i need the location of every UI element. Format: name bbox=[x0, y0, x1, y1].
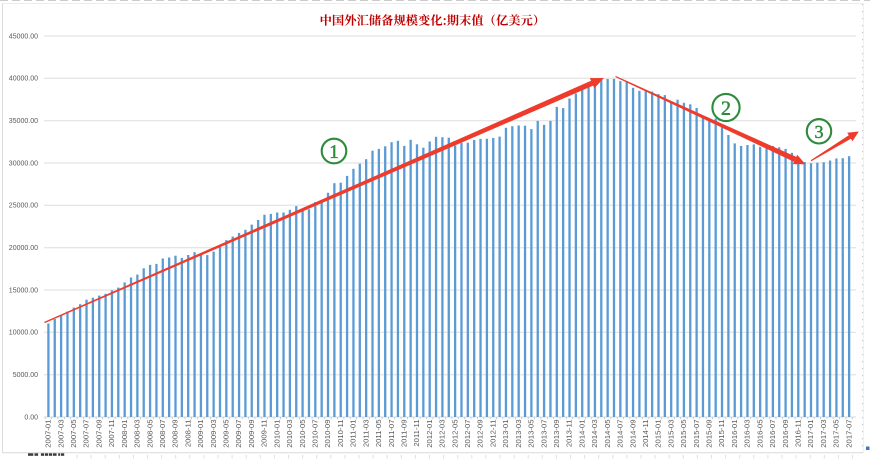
svg-text:2009-11: 2009-11 bbox=[260, 420, 269, 448]
svg-text:2014-05: 2014-05 bbox=[603, 420, 612, 448]
svg-text:2013-03: 2013-03 bbox=[514, 420, 523, 448]
svg-text:2007-01: 2007-01 bbox=[44, 420, 53, 448]
svg-text:2007-03: 2007-03 bbox=[56, 420, 65, 448]
svg-text:40000.00: 40000.00 bbox=[9, 76, 38, 83]
svg-text:2010-03: 2010-03 bbox=[285, 420, 294, 448]
svg-text:2008-05: 2008-05 bbox=[145, 420, 154, 448]
svg-text:2016-05: 2016-05 bbox=[755, 420, 764, 448]
svg-text:2017-01: 2017-01 bbox=[806, 420, 815, 448]
svg-text:2008-07: 2008-07 bbox=[158, 420, 167, 448]
svg-text:2015-11: 2015-11 bbox=[717, 420, 726, 448]
svg-text:2009-09: 2009-09 bbox=[247, 420, 256, 448]
svg-text:2017-03: 2017-03 bbox=[819, 420, 828, 448]
svg-text:2012-09: 2012-09 bbox=[476, 420, 485, 448]
svg-text:2010-05: 2010-05 bbox=[298, 420, 307, 448]
svg-text:2009-07: 2009-07 bbox=[234, 420, 243, 448]
svg-text:2015-09: 2015-09 bbox=[705, 420, 714, 448]
svg-text:2012-01: 2012-01 bbox=[425, 420, 434, 448]
svg-text:2013-09: 2013-09 bbox=[552, 420, 561, 448]
svg-text:2010-11: 2010-11 bbox=[336, 420, 345, 448]
svg-text:2011-03: 2011-03 bbox=[361, 420, 370, 448]
svg-text:45000.00: 45000.00 bbox=[9, 33, 38, 40]
svg-text:2011-11: 2011-11 bbox=[412, 420, 421, 447]
svg-text:2008-03: 2008-03 bbox=[133, 420, 142, 448]
svg-text:5000.00: 5000.00 bbox=[13, 372, 38, 379]
svg-text:2012-03: 2012-03 bbox=[438, 420, 447, 448]
svg-text:10000.00: 10000.00 bbox=[9, 330, 38, 337]
svg-text:2017-07: 2017-07 bbox=[844, 420, 853, 448]
svg-text:2007-11: 2007-11 bbox=[107, 420, 116, 448]
svg-text:2007-07: 2007-07 bbox=[82, 420, 91, 448]
svg-text:2016-03: 2016-03 bbox=[743, 420, 752, 448]
svg-text:2015-03: 2015-03 bbox=[666, 420, 675, 448]
svg-text:2011-07: 2011-07 bbox=[387, 420, 396, 448]
svg-text:2016-07: 2016-07 bbox=[768, 420, 777, 448]
svg-text:2012-07: 2012-07 bbox=[463, 420, 472, 448]
svg-text:2009-01: 2009-01 bbox=[196, 420, 205, 448]
svg-text:2010-07: 2010-07 bbox=[311, 420, 320, 448]
svg-text:2007-05: 2007-05 bbox=[69, 420, 78, 448]
svg-text:2016-11: 2016-11 bbox=[794, 420, 803, 448]
svg-text:2014-01: 2014-01 bbox=[577, 420, 586, 448]
svg-text:0.00: 0.00 bbox=[24, 414, 38, 421]
svg-text:30000.00: 30000.00 bbox=[9, 160, 38, 167]
svg-text:2009-03: 2009-03 bbox=[209, 420, 218, 448]
svg-text:2012-11: 2012-11 bbox=[488, 420, 497, 448]
svg-text:2017-05: 2017-05 bbox=[832, 420, 841, 448]
svg-text:2012-05: 2012-05 bbox=[450, 420, 459, 448]
svg-text:2015-07: 2015-07 bbox=[692, 420, 701, 448]
svg-text:2013-01: 2013-01 bbox=[501, 420, 510, 448]
svg-text:25000.00: 25000.00 bbox=[9, 203, 38, 210]
svg-text:2016-01: 2016-01 bbox=[730, 420, 739, 448]
svg-text:2015-05: 2015-05 bbox=[679, 420, 688, 448]
svg-text:2009-05: 2009-05 bbox=[222, 420, 231, 448]
svg-text:2010-09: 2010-09 bbox=[323, 420, 332, 448]
svg-text:2008-01: 2008-01 bbox=[120, 420, 129, 448]
svg-text:2015-01: 2015-01 bbox=[654, 420, 663, 448]
svg-text:2008-11: 2008-11 bbox=[183, 420, 192, 448]
svg-text:2014-03: 2014-03 bbox=[590, 420, 599, 448]
svg-text:2011-01: 2011-01 bbox=[349, 420, 358, 448]
svg-text:35000.00: 35000.00 bbox=[9, 118, 38, 125]
svg-text:2014-09: 2014-09 bbox=[628, 420, 637, 448]
svg-text:2010-01: 2010-01 bbox=[272, 420, 281, 448]
svg-text:15000.00: 15000.00 bbox=[9, 287, 38, 294]
svg-text:2013-05: 2013-05 bbox=[527, 420, 536, 448]
svg-text:2011-09: 2011-09 bbox=[400, 420, 409, 448]
svg-text:2014-07: 2014-07 bbox=[616, 420, 625, 448]
svg-text:2013-07: 2013-07 bbox=[539, 420, 548, 448]
svg-text:2011-05: 2011-05 bbox=[374, 420, 383, 448]
svg-text:20000.00: 20000.00 bbox=[9, 245, 38, 252]
svg-text:2007-09: 2007-09 bbox=[94, 420, 103, 448]
svg-text:2016-09: 2016-09 bbox=[781, 420, 790, 448]
svg-text:2013-11: 2013-11 bbox=[565, 420, 574, 448]
svg-text:2008-09: 2008-09 bbox=[171, 420, 180, 448]
svg-text:2014-11: 2014-11 bbox=[641, 420, 650, 448]
